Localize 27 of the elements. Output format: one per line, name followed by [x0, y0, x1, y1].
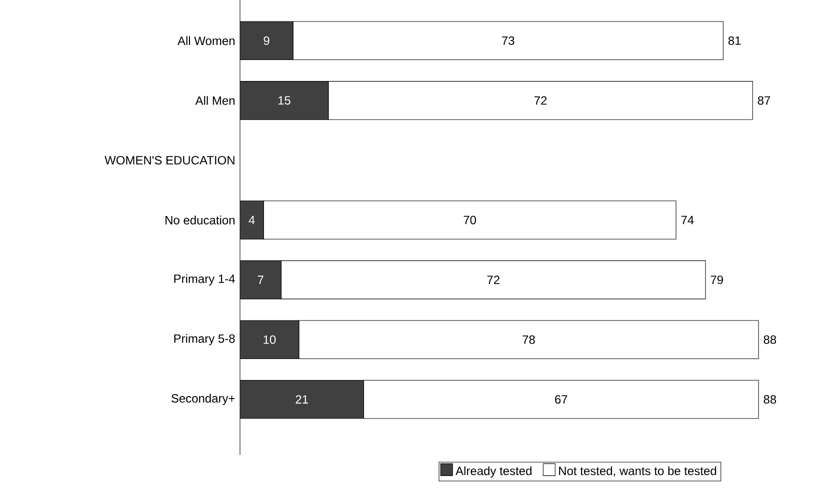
data-label: 21: [296, 395, 308, 404]
y-tick-label: Secondary+: [171, 394, 235, 405]
data-label: 70: [464, 216, 476, 224]
y-tick-label: Primary 1-4: [174, 274, 235, 286]
data-label: 4: [248, 216, 255, 224]
data-label: 78: [522, 335, 535, 344]
data-label: 72: [534, 96, 547, 105]
y-tick-label: All Women: [178, 36, 235, 46]
legend-label: Not tested, wants to be tested: [559, 466, 716, 477]
data-label: 67: [555, 395, 568, 404]
data-label: 7: [258, 276, 264, 284]
data-label: 73: [502, 36, 514, 45]
y-tick-label: All Men: [195, 96, 235, 105]
data-label: 10: [264, 335, 276, 344]
y-tick-label: WOMEN'S EDUCATION: [104, 156, 234, 164]
y-tick-label: No education: [166, 216, 234, 224]
total-label: 88: [764, 395, 776, 404]
data-label: 15: [278, 96, 290, 105]
total-label: 81: [728, 36, 741, 45]
total-label: 88: [764, 335, 776, 344]
data-label: 72: [487, 276, 500, 284]
total-label: 74: [681, 216, 694, 224]
total-label: 87: [758, 96, 770, 105]
total-label: 79: [710, 276, 723, 284]
data-label: 9: [264, 36, 270, 45]
legend-label: Already tested: [456, 466, 532, 478]
y-tick-label: Primary 5-8: [174, 334, 235, 346]
